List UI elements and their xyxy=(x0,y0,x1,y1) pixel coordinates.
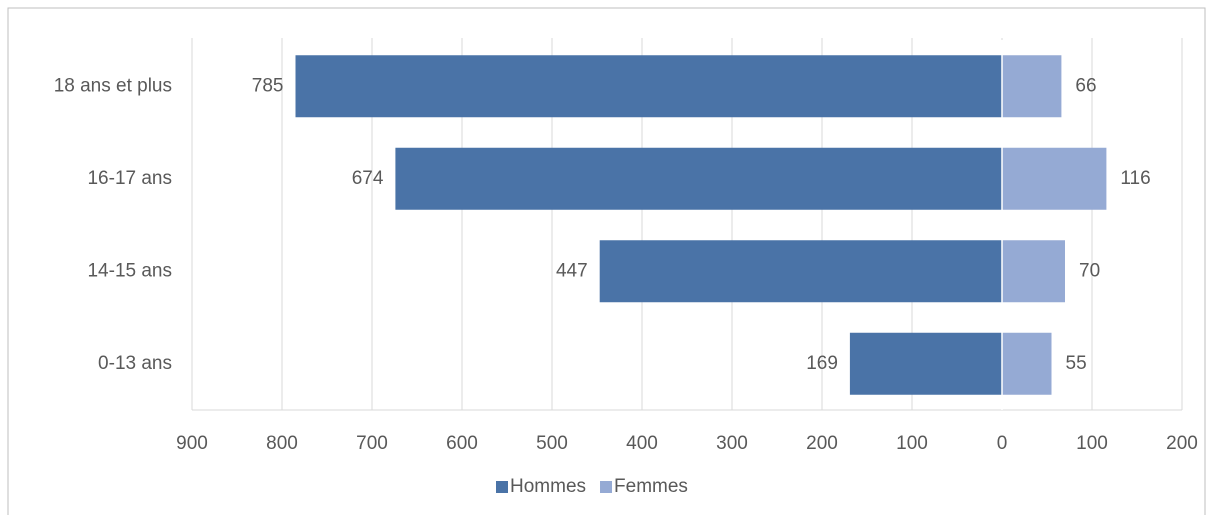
x-tick-label: 500 xyxy=(536,433,568,454)
chart-border xyxy=(7,7,1206,515)
x-tick-label: 800 xyxy=(266,433,298,454)
bar xyxy=(1002,147,1107,210)
x-tick-label: 900 xyxy=(176,433,208,454)
bar xyxy=(295,55,1002,118)
legend-swatch xyxy=(496,481,508,493)
y-tick-label: 14-15 ans xyxy=(87,260,172,281)
data-label: 116 xyxy=(1120,168,1150,189)
x-tick-label: 100 xyxy=(896,433,928,454)
data-label: 55 xyxy=(1066,353,1087,374)
bar xyxy=(1002,240,1065,303)
legend-label: Hommes xyxy=(510,476,586,497)
bar xyxy=(1002,332,1052,395)
x-tick-label: 200 xyxy=(806,433,838,454)
bar xyxy=(395,147,1002,210)
bar xyxy=(599,240,1002,303)
y-tick-label: 18 ans et plus xyxy=(54,75,172,96)
data-label: 66 xyxy=(1075,75,1096,96)
data-label: 447 xyxy=(556,260,588,281)
legend-swatch xyxy=(600,481,613,493)
y-tick-label: 0-13 ans xyxy=(98,353,172,374)
bar xyxy=(1002,55,1062,118)
x-tick-label: 300 xyxy=(716,433,748,454)
x-tick-label: 400 xyxy=(626,433,658,454)
x-tick-label: 100 xyxy=(1076,433,1108,454)
x-tick-label: 200 xyxy=(1166,433,1198,454)
data-label: 785 xyxy=(252,75,284,96)
x-tick-label: 600 xyxy=(446,433,478,454)
data-label: 169 xyxy=(806,353,838,374)
x-tick-label: 700 xyxy=(356,433,388,454)
y-tick-label: 16-17 ans xyxy=(87,168,172,189)
data-label: 674 xyxy=(352,168,384,189)
bar xyxy=(849,332,1002,395)
legend-label: Femmes xyxy=(614,476,688,497)
data-label: 70 xyxy=(1079,260,1100,281)
x-tick-label: 0 xyxy=(997,433,1008,454)
